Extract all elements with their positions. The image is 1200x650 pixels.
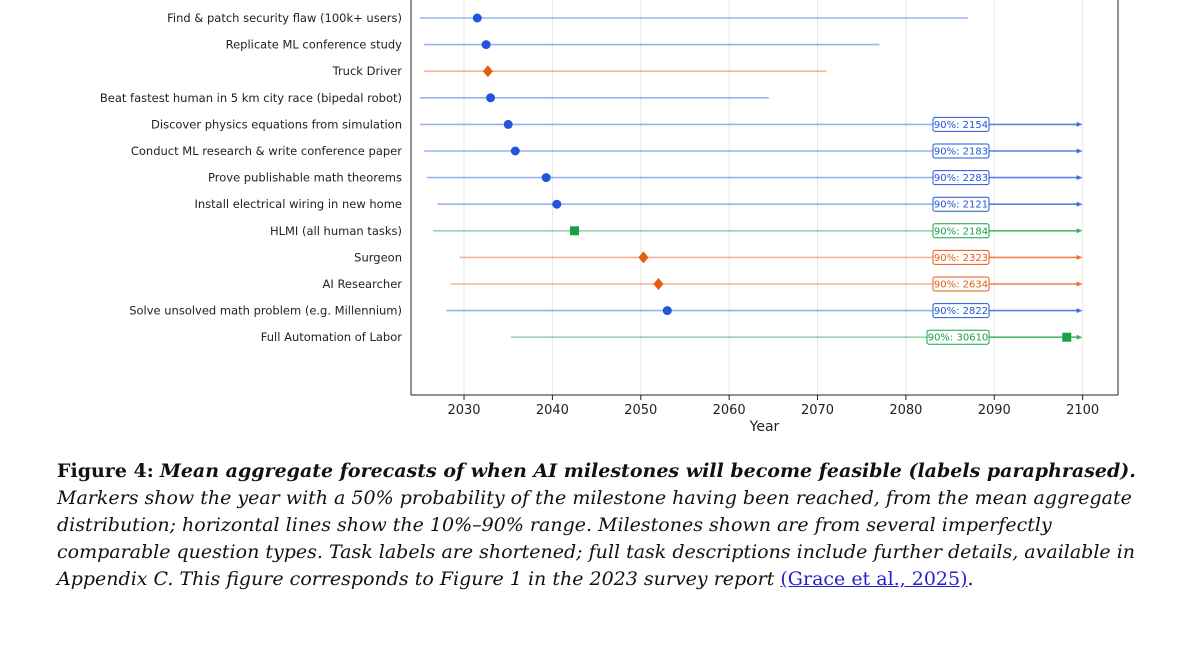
median-marker <box>662 306 672 316</box>
task-label: Solve unsolved math problem (e.g. Millen… <box>129 304 402 318</box>
x-tick-label: 2060 <box>713 403 746 418</box>
overflow-labels: 90%: 2154 90%: 2183 90%: 2283 90%: 2121 90%:… <box>926 116 990 345</box>
caption-figure-label: Figure 4: <box>57 460 154 482</box>
citation-link[interactable]: (Grace et al., 2025) <box>780 568 968 590</box>
task-label: Discover physics equations from simulati… <box>151 117 402 131</box>
overflow-arrow <box>1076 201 1083 207</box>
median-marker <box>486 93 496 103</box>
median-marker <box>541 173 551 183</box>
x-tick-label: 2080 <box>889 403 922 418</box>
task-label: Find & patch security flaw (100k+ users) <box>167 11 402 25</box>
median-marker <box>503 119 513 129</box>
x-tick-label: 2090 <box>978 403 1011 418</box>
overflow-arrow <box>1076 281 1083 287</box>
x-axis-title: Year <box>749 419 780 435</box>
overflow-label: 90%: 2283 <box>934 173 988 184</box>
task-label: HLMI (all human tasks) <box>270 224 402 238</box>
overflow-arrow <box>1076 148 1083 154</box>
overflow-label: 90%: 30610 <box>928 333 989 344</box>
median-marker <box>569 226 579 236</box>
x-tick-label: 2050 <box>624 403 657 418</box>
task-label: Full Automation of Labor <box>261 330 402 344</box>
task-label: Truck Driver <box>332 64 403 78</box>
x-axis: 2030 2040 2050 2060 2070 2080 2090 2100 <box>410 0 1119 418</box>
task-label: Conduct ML research & write conference p… <box>131 144 402 158</box>
task-label: AI Researcher <box>323 277 403 291</box>
caption-body: Markers show the year with a 50% probabi… <box>57 487 1136 590</box>
overflow-arrow <box>1076 308 1083 314</box>
overflow-arrow <box>1076 121 1083 127</box>
overflow-box <box>932 116 990 132</box>
x-tick-label: 2040 <box>536 403 569 418</box>
median-marker <box>482 65 493 78</box>
overflow-label: 90%: 2184 <box>934 226 988 237</box>
median-markers <box>472 13 1072 342</box>
median-marker <box>552 199 562 209</box>
grid-lines <box>463 0 1084 395</box>
median-marker <box>653 278 664 290</box>
overflow-box <box>932 170 990 186</box>
task-labels: Find & patch security flaw (100k+ users)… <box>100 11 402 344</box>
overflow-label: 90%: 2154 <box>934 120 988 131</box>
overflow-box <box>932 303 990 319</box>
task-label: Install electrical wiring in new home <box>194 197 402 211</box>
overflow-box <box>932 223 990 239</box>
x-tick-label: 2030 <box>447 403 480 418</box>
overflow-label: 90%: 2323 <box>934 253 988 264</box>
overflow-label: 90%: 2183 <box>934 147 988 158</box>
median-marker <box>481 40 491 50</box>
task-label: Beat fastest human in 5 km city race (bi… <box>100 91 402 105</box>
overflow-arrow <box>1076 175 1083 181</box>
overflow-label: 90%: 2634 <box>934 280 988 291</box>
median-marker <box>510 146 520 156</box>
task-label: Replicate ML conference study <box>226 38 403 52</box>
caption-title: Mean aggregate forecasts of when AI mile… <box>159 460 1136 482</box>
overflow-arrow <box>1076 228 1083 234</box>
overflow-arrow <box>1076 334 1083 340</box>
forecast-chart: 90%: 2154 90%: 2183 90%: 2283 90%: 2121 90%:… <box>100 0 1119 435</box>
figure-caption: Figure 4: Mean aggregate forecasts of wh… <box>57 458 1157 593</box>
overflow-box <box>932 143 990 159</box>
caption-end: . <box>967 568 974 590</box>
median-marker <box>1062 332 1072 342</box>
overflow-box <box>932 249 990 265</box>
x-tick-label: 2070 <box>801 403 834 418</box>
median-marker <box>472 13 482 23</box>
task-label: Surgeon <box>354 250 402 264</box>
overflow-box <box>932 196 990 212</box>
overflow-box <box>932 276 990 292</box>
task-label: Prove publishable math theorems <box>208 171 402 185</box>
overflow-arrow <box>1076 254 1083 260</box>
overflow-label: 90%: 2822 <box>934 306 988 317</box>
x-tick-label: 2100 <box>1066 403 1099 418</box>
overflow-box <box>926 329 990 345</box>
median-marker <box>638 251 649 264</box>
overflow-label: 90%: 2121 <box>934 200 988 211</box>
